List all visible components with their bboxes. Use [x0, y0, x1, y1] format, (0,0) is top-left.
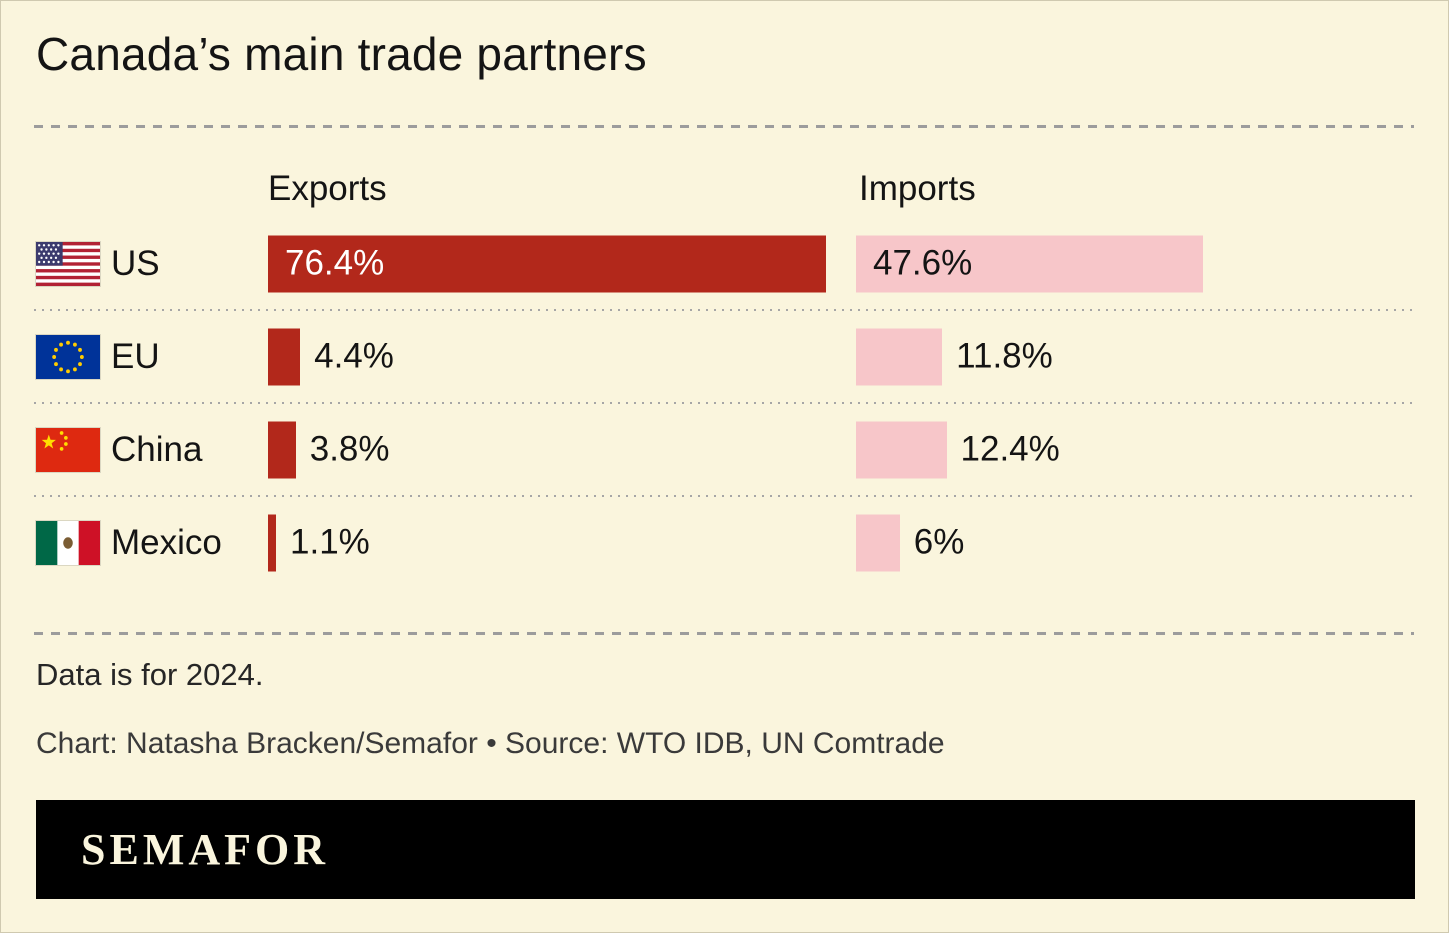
export-bar-cell: 3.8%	[268, 421, 390, 478]
chart-credit: Chart: Natasha Bracken/Semafor • Source:…	[36, 727, 945, 760]
imports-column-header: Imports	[859, 169, 976, 208]
export-bar	[268, 421, 296, 478]
page-title: Canada’s main trade partners	[36, 28, 647, 80]
export-value-label: 4.4%	[314, 336, 394, 376]
us-flag-icon	[36, 241, 100, 286]
import-value-label: 12.4%	[960, 429, 1060, 469]
row-divider	[34, 495, 1414, 497]
import-bar-cell: 47.6%	[856, 235, 1204, 292]
trade-row-china: China 3.8% 12.4%	[1, 403, 1448, 496]
import-value-label: 6%	[913, 522, 965, 562]
import-bar	[856, 328, 943, 385]
trade-row-us: US 76.4% 47.6%	[1, 217, 1448, 310]
import-bar: 47.6%	[856, 235, 1204, 292]
country-label: EU	[111, 336, 160, 376]
trade-row-eu: EU 4.4% 11.8%	[1, 310, 1448, 403]
import-bar-cell: 11.8%	[856, 328, 1053, 385]
country-label: US	[111, 243, 160, 283]
import-bar-cell: 12.4%	[856, 421, 1060, 478]
row-divider	[34, 309, 1414, 311]
exports-column-header: Exports	[268, 169, 387, 208]
trade-row-mexico: Mexico 1.1% 6%	[1, 496, 1448, 589]
mexico-flag-icon	[36, 520, 100, 565]
import-bar	[856, 514, 900, 571]
country-label: China	[111, 429, 203, 469]
divider-top	[34, 125, 1414, 128]
import-value-label: 47.6%	[873, 243, 973, 283]
export-value-label: 1.1%	[290, 522, 370, 562]
china-flag-icon	[36, 427, 100, 472]
semafor-logo-bar: SEMAFOR	[36, 800, 1415, 899]
export-bar-cell: 76.4%	[268, 235, 826, 292]
export-bar-cell: 1.1%	[268, 514, 370, 571]
export-bar	[268, 328, 301, 385]
import-bar	[856, 421, 947, 478]
export-bar: 76.4%	[268, 235, 826, 292]
export-bar-cell: 4.4%	[268, 328, 394, 385]
data-note: Data is for 2024.	[36, 657, 264, 692]
eu-flag-icon	[36, 334, 100, 379]
country-label: Mexico	[111, 522, 222, 562]
import-value-label: 11.8%	[956, 336, 1053, 376]
export-value-label: 76.4%	[285, 243, 385, 283]
row-divider	[34, 402, 1414, 404]
divider-bottom	[34, 632, 1414, 635]
export-value-label: 3.8%	[309, 429, 390, 469]
import-bar-cell: 6%	[856, 514, 964, 571]
export-bar	[268, 514, 277, 571]
semafor-logo: SEMAFOR	[81, 825, 329, 874]
